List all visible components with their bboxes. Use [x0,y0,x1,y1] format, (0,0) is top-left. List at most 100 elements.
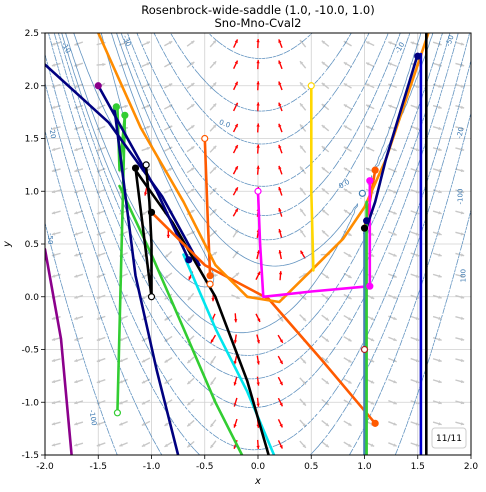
field-arrow [74,231,84,236]
field-arrow [388,273,397,278]
field-arrow [388,62,397,67]
field-arrow [455,41,465,46]
field-arrow [186,377,195,385]
field-arrow [410,125,420,131]
field-arrow [343,314,352,321]
field-arrow [299,419,307,428]
field-arrow [164,82,173,89]
field-arrow [410,189,420,194]
contour-line [58,33,443,356]
field-arrow [96,357,106,363]
field-arrow [321,377,330,385]
field-arrow [74,421,84,426]
field-arrow [256,397,260,407]
trajectory-line [203,137,212,277]
field-arrow [96,210,106,215]
field-arrow [186,82,195,89]
contour-label: -50 [46,233,54,244]
start-marker [206,280,214,288]
field-arrow [388,294,397,300]
field-arrow [388,336,397,342]
field-arrow [410,379,420,384]
field-arrow [455,210,465,215]
field-arrow [278,60,283,70]
field-arrow [51,41,61,46]
trajectory-line [150,211,377,425]
field-arrow [277,313,284,322]
end-marker [185,256,193,264]
field-arrow [119,378,128,384]
field-arrow [96,252,106,257]
field-arrow [343,441,352,448]
field-arrow [321,356,330,364]
field-arrow [141,125,151,131]
field-arrow [321,103,330,111]
field-arrow [232,186,239,196]
field-arrow [278,228,283,238]
field-arrow [51,421,61,426]
field-arrow [233,376,238,386]
field-arrow [96,442,106,447]
x-tick-label: 0.0 [251,462,266,472]
field-arrow [233,39,239,48]
field-arrow [299,208,307,217]
field-arrow [51,210,61,215]
field-arrow [186,103,195,111]
start-marker [307,82,315,90]
field-arrow [118,104,128,109]
contour-label: -20 [47,127,57,140]
field-arrow [256,123,260,133]
field-arrow [51,358,61,363]
field-arrow [299,440,307,449]
contour-label: 0.0 [218,118,231,129]
field-arrow [299,187,307,196]
field-arrow [321,441,330,448]
field-arrow [299,102,307,111]
x-tick-label: -0.5 [196,462,214,472]
field-arrow [119,442,128,447]
field-arrow [432,336,442,341]
field-arrow [299,229,307,238]
x-tick-label: -2.0 [36,462,54,472]
field-arrow [432,252,442,257]
field-arrow [321,187,330,195]
field-arrow [343,167,352,174]
field-arrow [96,273,106,278]
field-arrow [234,313,238,323]
field-arrow [455,168,465,173]
field-arrow [278,123,283,133]
end-marker [147,208,156,216]
trajectories [45,33,430,455]
field-arrow [51,400,61,405]
field-arrow [277,376,284,386]
field-arrow [96,62,106,67]
field-arrow [365,104,375,110]
field-arrow [343,61,352,68]
field-arrow [388,378,397,384]
end-marker [121,111,129,119]
field-arrow [343,103,352,110]
field-arrow [164,125,173,131]
field-arrow [277,355,284,365]
field-arrow [74,358,84,363]
field-arrow [119,420,128,426]
field-arrow [143,186,148,196]
field-arrow [232,229,239,238]
field-arrow [141,399,151,405]
field-arrow [209,440,217,449]
field-arrow [365,62,375,68]
field-arrow [96,336,106,342]
field-arrow [321,40,330,47]
field-arrow [74,252,84,257]
field-arrow [232,123,239,133]
field-arrow [432,231,442,236]
field-arrow [51,442,61,447]
chart-title: Rosenbrock-wide-saddle (1.0, -10.0, 1.0) [141,3,374,17]
field-arrow [277,397,284,407]
field-arrow [74,294,84,299]
end-marker [414,52,422,60]
field-arrow [321,335,330,343]
field-arrow [164,272,173,279]
y-tick-label: -0.5 [21,346,39,356]
trajectory-markers [94,52,422,427]
